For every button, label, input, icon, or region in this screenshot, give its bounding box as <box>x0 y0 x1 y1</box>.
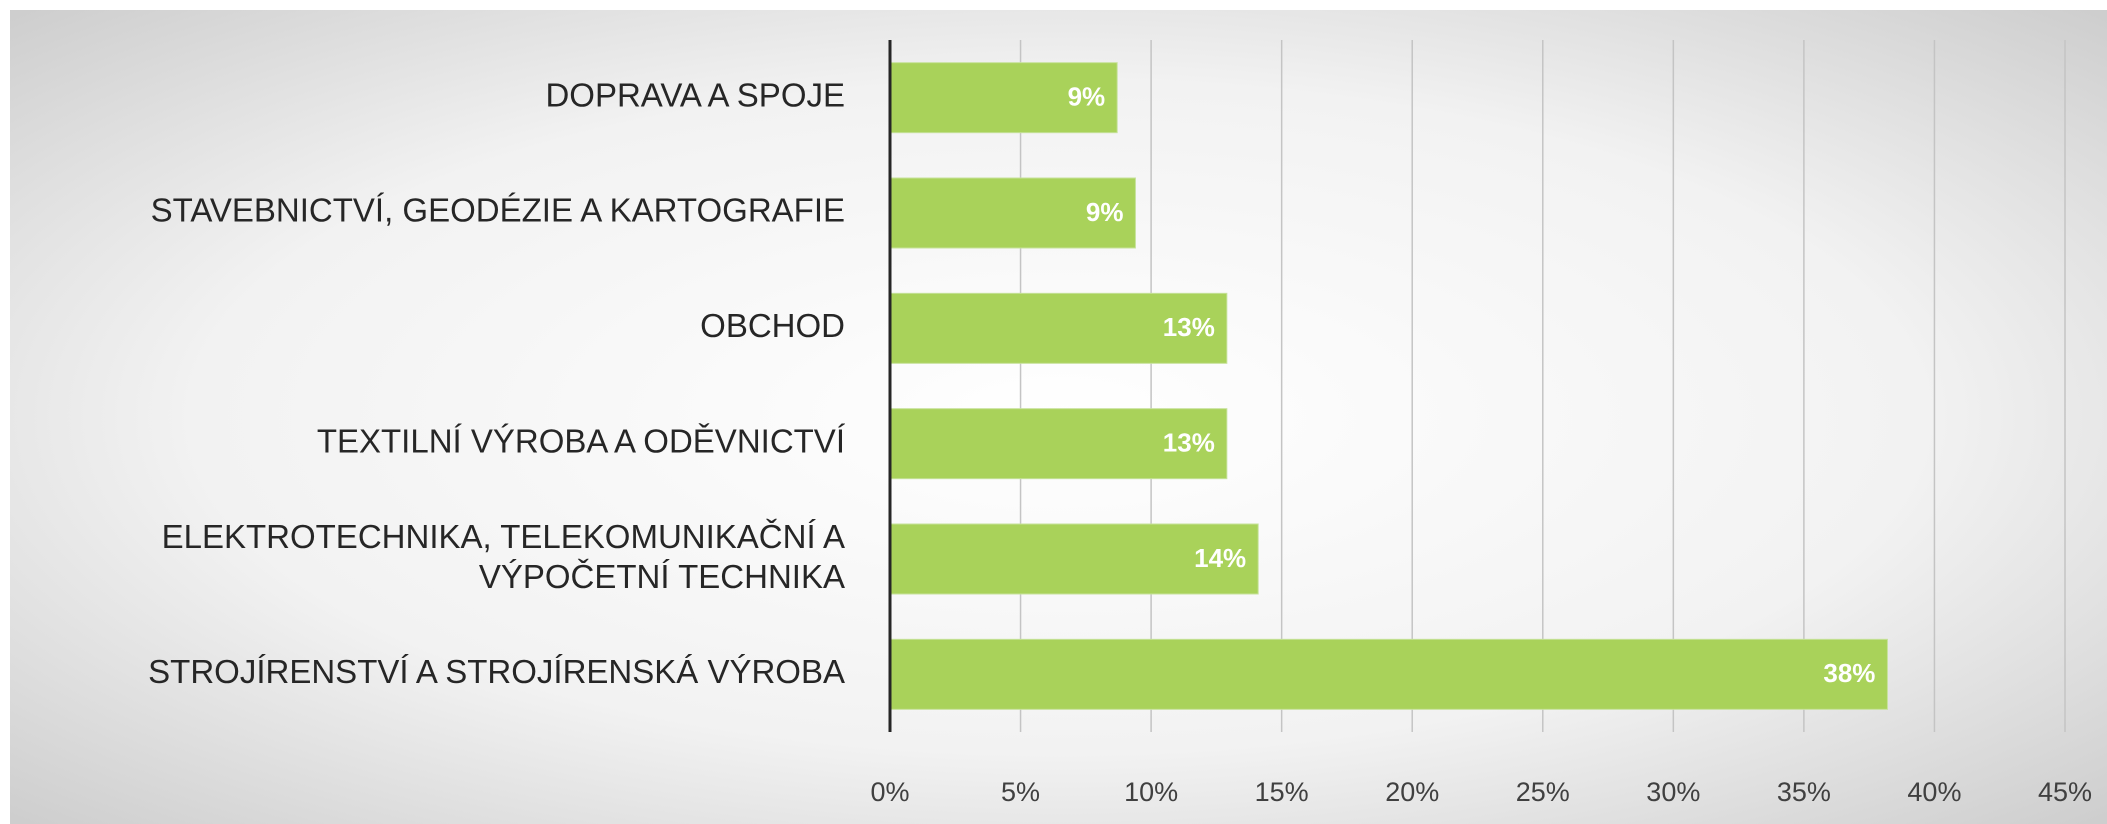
bar <box>889 292 1228 364</box>
x-tick-label: 40% <box>1907 777 1961 807</box>
bar <box>889 177 1136 249</box>
data-label: 9% <box>1068 82 1106 112</box>
x-tick-label: 30% <box>1646 777 1700 807</box>
category-label: STAVEBNICTVÍ, GEODÉZIE A KARTOGRAFIE <box>151 192 845 229</box>
bar <box>889 523 1259 595</box>
x-tick-label: 10% <box>1124 777 1178 807</box>
bar <box>889 638 1888 710</box>
data-label: 9% <box>1086 197 1124 227</box>
category-label: ELEKTROTECHNIKA, TELEKOMUNIKAČNÍ A VÝPOČE… <box>162 518 845 595</box>
data-label: 38% <box>1823 658 1875 688</box>
x-tick-label: 15% <box>1255 777 1309 807</box>
category-label: TEXTILNÍ VÝROBA A ODĚVNICTVÍ <box>317 422 846 459</box>
x-tick-label: 20% <box>1385 777 1439 807</box>
x-tick-label: 45% <box>2038 777 2092 807</box>
data-label: 13% <box>1163 428 1215 458</box>
x-tick-label: 35% <box>1777 777 1831 807</box>
x-tick-label: 25% <box>1516 777 1570 807</box>
data-label: 14% <box>1194 543 1246 573</box>
data-label: 13% <box>1163 312 1215 342</box>
category-label: OBCHOD <box>700 307 845 344</box>
x-tick-label: 5% <box>1001 777 1040 807</box>
bar <box>889 62 1118 134</box>
x-tick-label: 0% <box>870 777 909 807</box>
category-label: DOPRAVA A SPOJE <box>545 76 845 113</box>
category-label: STROJÍRENSTVÍ A STROJÍRENSKÁ VÝROBA <box>148 653 845 690</box>
bar <box>889 408 1228 480</box>
